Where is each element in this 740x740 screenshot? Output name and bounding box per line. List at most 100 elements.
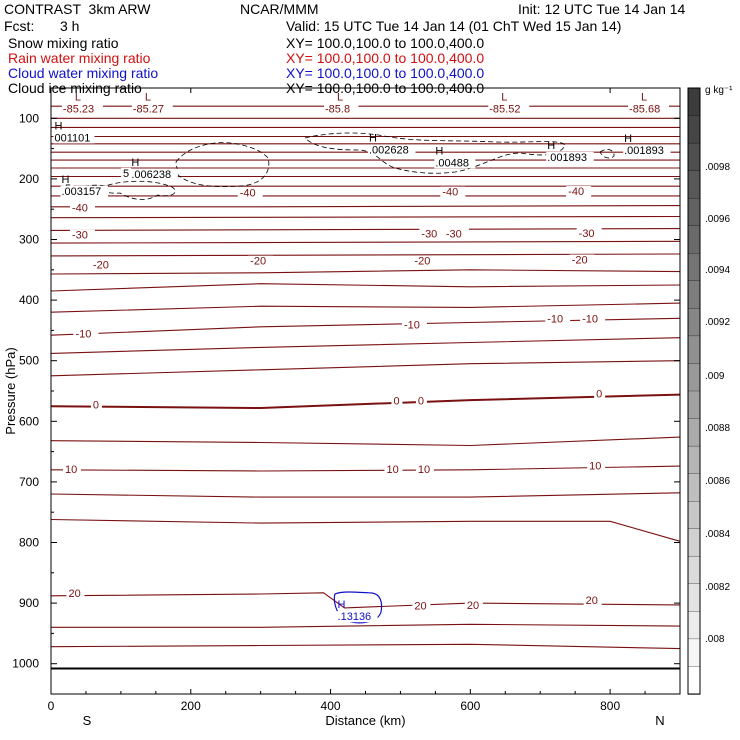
colorbar-label-5: .0088 xyxy=(705,423,730,434)
endpoint-south: S xyxy=(83,713,92,728)
colorbar-swatch-17 xyxy=(687,556,701,585)
temperature-contour-23 xyxy=(50,436,681,447)
colorbar-label-4: .009 xyxy=(705,371,725,382)
contour-label-10: -20 xyxy=(414,256,430,268)
y-tick-label-9: 1000 xyxy=(12,657,39,671)
cloud-ice-label-bg-0 xyxy=(120,167,131,179)
contour-label-bg-25 xyxy=(412,600,431,612)
extremum-value-11: .003157 xyxy=(61,186,101,198)
init-time: Init: 12 UTC Tue 14 Jan 14 xyxy=(518,1,686,17)
extremum-value-bg-10 xyxy=(130,168,178,180)
contour-label-3: -40 xyxy=(568,186,584,198)
model-title: CONTRAST 3km ARW xyxy=(4,1,151,17)
x-tick-label-3: 600 xyxy=(460,699,480,713)
extremum-value-bg-7 xyxy=(546,151,594,163)
temperature-contour-17 xyxy=(50,283,681,292)
colorbar-label-9: .008 xyxy=(705,634,725,645)
colorbar-swatch-4 xyxy=(687,198,701,227)
temperature-contour-14 xyxy=(50,240,681,244)
colorbar-swatch-10 xyxy=(687,363,701,392)
contour-label-23: 10 xyxy=(589,461,601,473)
colorbar-swatch-7 xyxy=(687,280,701,310)
colorbar-label-1: .0096 xyxy=(705,214,730,225)
extremum-value-bg-3 xyxy=(488,103,530,115)
extremum-value-bg-12 xyxy=(336,611,378,623)
extremum-value-2: -85.8 xyxy=(325,103,350,115)
x-tick-label-2: 400 xyxy=(321,699,341,713)
colorbar-label-3: .0092 xyxy=(705,317,730,328)
colorbar-swatch-21 xyxy=(687,666,701,695)
y-tick-label-8: 900 xyxy=(19,596,39,610)
cloud-ice-label-0: 5 xyxy=(123,168,129,180)
extremum-marker-5: H xyxy=(54,120,62,132)
extremum-value-bg-4 xyxy=(628,103,670,115)
contour-label-bg-27 xyxy=(583,595,602,607)
contour-label-8: -20 xyxy=(93,259,109,271)
legend-rain-name: Rain water mixing ratio xyxy=(8,50,151,66)
extremum-marker-12: H xyxy=(338,599,346,611)
contour-label-7: -30 xyxy=(579,228,595,240)
endpoint-north: N xyxy=(655,713,664,728)
contour-label-bg-3 xyxy=(566,186,592,198)
temperature-contour-11 xyxy=(51,205,681,208)
temperature-contour-19 xyxy=(50,317,681,336)
contour-label-4: -30 xyxy=(72,230,88,242)
contour-label-bg-15 xyxy=(580,313,606,325)
extremum-value-bg-2 xyxy=(324,103,359,115)
contour-label-27: 20 xyxy=(586,595,598,607)
extremum-value-9: .00488 xyxy=(435,157,469,169)
colorbar-swatch-13 xyxy=(687,445,701,475)
contour-label-bg-1 xyxy=(237,187,263,199)
colorbar-label-0: .0098 xyxy=(705,162,730,173)
colorbar-swatch-8 xyxy=(687,308,701,337)
legend-rain-xy: XY= 100.0,100.0 to 100.0,400.0 xyxy=(286,50,485,66)
extremum-value-8: .001893 xyxy=(624,145,664,157)
contour-label-21: 10 xyxy=(386,464,398,476)
extremum-value-bg-5 xyxy=(53,132,95,144)
colorbar-swatch-20 xyxy=(687,638,701,668)
contour-label-16: 0 xyxy=(93,399,99,411)
x-axis-title: Distance (km) xyxy=(325,713,405,728)
temperature-contour-28 xyxy=(51,623,681,628)
extremum-value-10: .006238 xyxy=(131,169,171,181)
contour-label-bg-17 xyxy=(391,395,403,407)
colorbar-units: g kg⁻¹ xyxy=(705,85,733,96)
contour-label-13: -10 xyxy=(404,319,420,331)
extremum-value-bg-0 xyxy=(61,103,103,115)
extremum-value-1: -85.27 xyxy=(133,103,164,115)
colorbar-label-6: .0086 xyxy=(705,476,730,487)
extremum-value-0: -85.23 xyxy=(63,103,94,115)
legend-snow-xy: XY= 100.0,100.0 to 100.0,400.0 xyxy=(286,35,485,51)
contour-label-5: -30 xyxy=(421,228,437,240)
cloud-ice-contour-1 xyxy=(175,142,270,187)
legend-snow-name: Snow mixing ratio xyxy=(8,35,119,51)
contour-label-bg-4 xyxy=(69,229,95,241)
legend-cloudwater-xy: XY= 100.0,100.0 to 100.0,400.0 xyxy=(286,65,485,81)
colorbar-label-8: .0082 xyxy=(705,582,730,593)
contour-label-6: -30 xyxy=(446,228,462,240)
colorbar-label-2: .0094 xyxy=(705,265,730,276)
extremum-value-bg-1 xyxy=(131,103,173,115)
y-tick-label-2: 300 xyxy=(19,233,39,247)
contour-label-11: -20 xyxy=(572,255,588,267)
contour-label-bg-10 xyxy=(412,255,438,267)
contour-label-24: 20 xyxy=(68,588,80,600)
extremum-value-12: .13136 xyxy=(338,611,372,623)
colorbar-swatch-15 xyxy=(687,501,701,530)
contour-label-1: -40 xyxy=(240,187,256,199)
y-tick-label-7: 800 xyxy=(19,536,39,550)
extremum-value-7: .001893 xyxy=(547,152,587,164)
x-tick-label-1: 200 xyxy=(181,699,201,713)
contour-label-bg-0 xyxy=(69,202,95,214)
colorbar-swatch-3 xyxy=(687,170,701,199)
temperature-contour-22 xyxy=(50,393,681,410)
temperature-contour-20 xyxy=(50,337,681,354)
extremum-value-6: .002628 xyxy=(369,145,409,157)
colorbar-swatch-11 xyxy=(687,390,701,420)
y-tick-label-1: 200 xyxy=(19,172,39,186)
extremum-marker-3: L xyxy=(501,91,507,103)
colorbar-swatch-6 xyxy=(687,253,701,282)
extremum-marker-1: L xyxy=(145,91,151,103)
contour-label-bg-26 xyxy=(464,599,483,611)
